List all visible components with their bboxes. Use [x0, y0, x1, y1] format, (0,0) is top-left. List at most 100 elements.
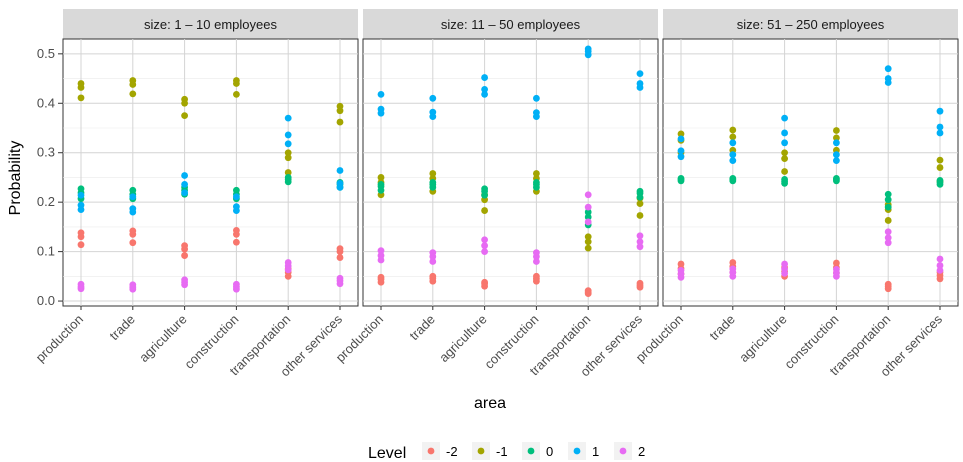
data-point — [377, 105, 385, 113]
legend-entry: 2 — [614, 442, 645, 460]
data-point — [677, 147, 685, 155]
legend-title: Level — [368, 445, 406, 462]
facet-title: size: 11 – 50 employees — [441, 17, 581, 32]
data-point — [729, 139, 737, 147]
legend-label: 1 — [592, 444, 599, 459]
data-point — [584, 218, 592, 226]
data-point — [336, 245, 344, 253]
data-point — [181, 242, 189, 250]
data-point — [533, 258, 540, 265]
data-point — [233, 203, 240, 211]
data-point — [429, 258, 437, 265]
x-tick-label: agriculture — [136, 312, 190, 366]
data-point — [884, 234, 892, 242]
data-point — [336, 102, 344, 110]
data-point — [936, 107, 944, 115]
data-point — [284, 131, 292, 139]
data-point — [481, 185, 488, 193]
data-point — [781, 176, 788, 183]
data-point — [677, 175, 685, 182]
data-point — [781, 168, 788, 175]
legend-swatch — [527, 447, 535, 455]
data-point — [936, 164, 944, 171]
data-point — [833, 151, 840, 159]
data-point — [481, 86, 488, 93]
data-point — [533, 170, 540, 177]
data-point — [729, 151, 737, 159]
x-tick-label: trade — [106, 312, 138, 344]
data-point — [936, 267, 944, 274]
data-point — [233, 226, 240, 234]
data-point — [377, 252, 385, 259]
data-point — [336, 254, 344, 261]
data-point — [233, 77, 240, 84]
legend-entry: -1 — [472, 442, 508, 460]
data-point — [729, 157, 737, 165]
y-tick-label: 0.3 — [37, 145, 55, 160]
data-point — [481, 248, 488, 256]
x-tick-label: agriculture — [736, 312, 790, 366]
data-point — [636, 70, 644, 78]
data-point — [884, 190, 892, 198]
data-point — [729, 126, 737, 134]
data-point — [636, 232, 644, 240]
data-point — [833, 127, 840, 134]
data-point — [584, 45, 592, 53]
data-point — [284, 154, 292, 162]
data-point — [936, 255, 944, 263]
data-point — [129, 227, 137, 235]
data-point — [884, 75, 892, 82]
data-point — [533, 178, 540, 186]
data-point — [77, 191, 85, 199]
data-point — [884, 217, 892, 224]
data-point — [636, 212, 644, 219]
data-point — [429, 272, 437, 280]
data-point — [833, 175, 840, 182]
data-point — [129, 239, 137, 247]
data-point — [481, 278, 488, 286]
data-point — [129, 77, 137, 84]
facet-strip — [663, 9, 958, 39]
data-point — [884, 228, 892, 236]
data-point — [429, 170, 437, 177]
facet-title: size: 1 – 10 employees — [144, 17, 277, 32]
data-point — [781, 139, 788, 147]
data-point — [77, 280, 85, 288]
x-tick-label: trade — [706, 312, 738, 344]
data-point — [533, 94, 540, 102]
data-point — [284, 149, 292, 157]
data-point — [77, 80, 85, 87]
legend-label: -2 — [446, 444, 458, 459]
data-point — [377, 180, 385, 188]
data-point — [936, 123, 944, 131]
data-point — [636, 243, 644, 251]
data-point — [833, 259, 840, 267]
data-point — [884, 65, 892, 73]
y-tick-label: 0.0 — [37, 293, 55, 308]
data-point — [336, 179, 344, 187]
data-point — [781, 155, 788, 163]
panel-border — [362, 38, 659, 307]
data-point — [729, 133, 737, 141]
data-point — [677, 267, 685, 274]
data-point — [181, 252, 189, 259]
data-point — [533, 272, 540, 280]
data-point — [429, 178, 437, 186]
data-point — [481, 90, 488, 98]
y-axis: 0.0 0.1 0.2 0.3 0.4 0.5 — [37, 46, 63, 308]
data-point — [636, 279, 644, 287]
data-point — [181, 189, 189, 197]
data-point — [77, 201, 85, 209]
data-point — [584, 191, 592, 199]
legend-swatch — [619, 447, 627, 455]
data-point — [781, 260, 788, 268]
data-point — [336, 118, 344, 126]
data-point — [284, 140, 292, 148]
data-point — [77, 94, 85, 102]
data-point — [936, 262, 944, 269]
data-point — [77, 241, 85, 249]
data-point — [936, 177, 944, 184]
data-point — [533, 109, 540, 117]
data-point — [636, 187, 644, 195]
legend-swatch — [427, 447, 435, 455]
